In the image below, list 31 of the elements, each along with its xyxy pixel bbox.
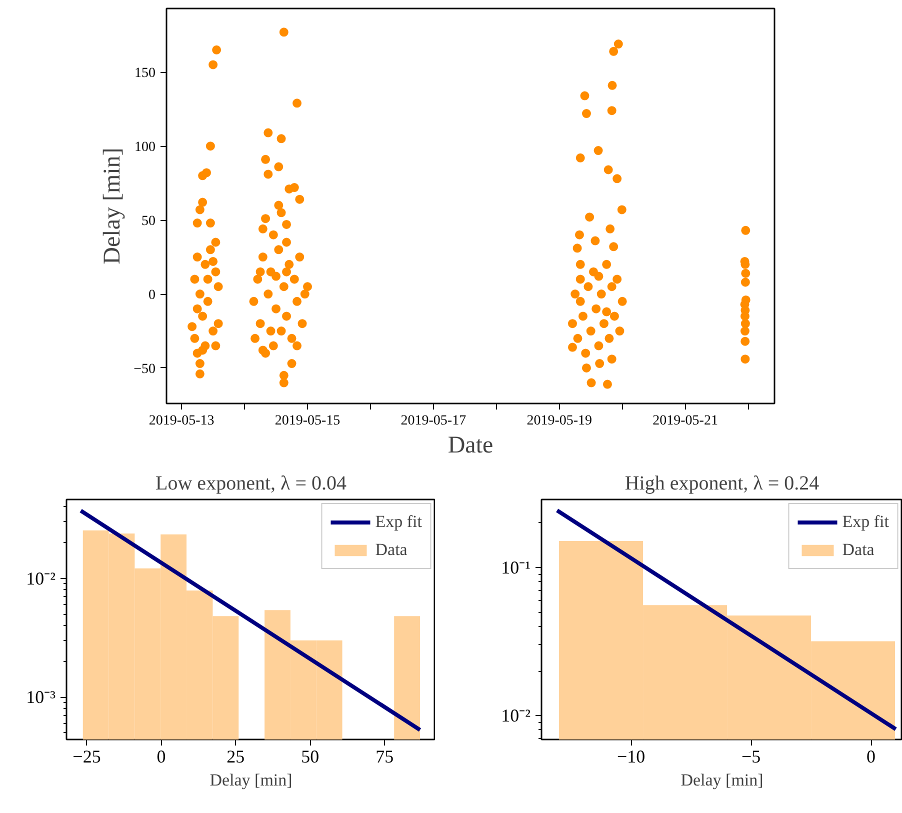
y-tick-label: −50 <box>134 362 156 377</box>
y-tick-label: 10⁻² <box>501 706 531 726</box>
x-axis-title: Delay [min] <box>210 770 292 790</box>
x-tick-label: −5 <box>741 746 761 766</box>
chart-title: High exponent, λ = 0.24 <box>624 472 820 494</box>
legend-label: Exp fit <box>842 512 889 532</box>
x-tick-label: −25 <box>72 746 101 766</box>
x-tick-label: 2019-05-13 <box>148 414 214 428</box>
y-tick-label: 10⁻¹ <box>501 558 531 578</box>
y-tick-label: 10⁻² <box>26 568 56 588</box>
x-tick-label: 2019-05-21 <box>652 414 718 428</box>
legend-label: Data <box>842 540 874 560</box>
x-tick-label: −10 <box>616 746 646 766</box>
chart-title: Low exponent, λ = 0.04 <box>156 472 346 494</box>
y-tick-label: 10⁻³ <box>26 687 56 708</box>
x-tick-label: 2019-05-19 <box>526 414 592 428</box>
y-axis-title: Delay [min] <box>100 148 126 264</box>
x-tick-label: 2019-05-17 <box>400 414 466 428</box>
x-tick-label: 25 <box>226 746 245 766</box>
x-axis-title: Date <box>448 432 494 458</box>
y-tick-label: 0 <box>148 288 156 304</box>
y-tick-label: 50 <box>142 214 156 230</box>
x-tick-label: 0 <box>866 746 876 766</box>
x-axis-title: Delay [min] <box>680 770 764 790</box>
x-tick-label: 2019-05-15 <box>274 414 340 428</box>
y-tick-label: 150 <box>134 66 156 82</box>
x-tick-label: 50 <box>301 746 320 766</box>
legend-label: Data <box>375 540 408 560</box>
y-tick-label: 100 <box>134 140 156 156</box>
x-tick-label: 75 <box>376 746 394 766</box>
legend-label: Exp fit <box>375 512 422 532</box>
